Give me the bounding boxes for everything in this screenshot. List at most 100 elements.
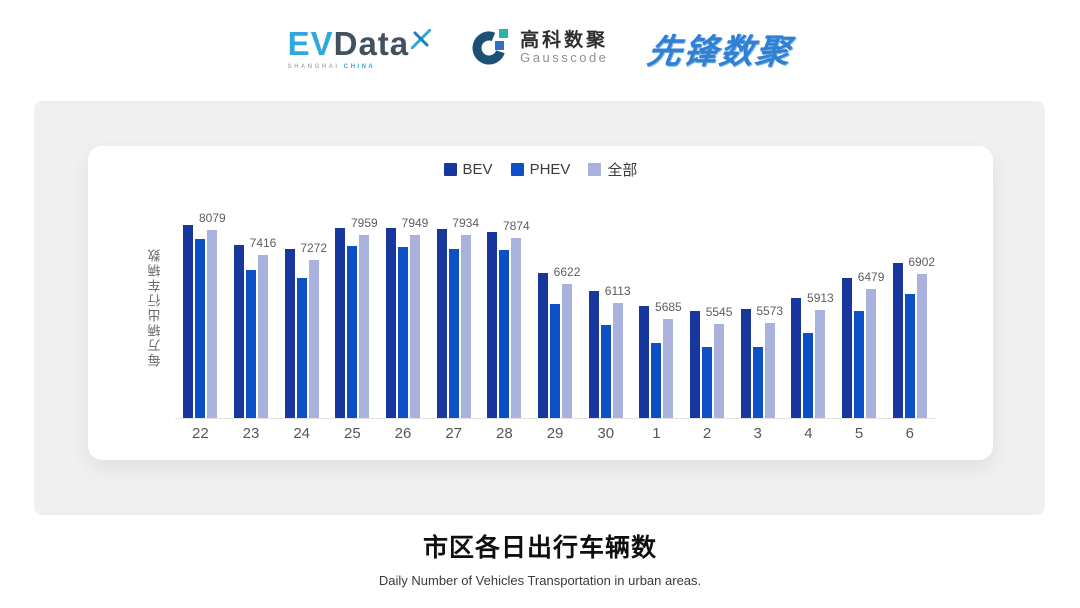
bar-全部-1[interactable] (663, 319, 674, 418)
bar-全部-5[interactable] (866, 289, 877, 418)
legend-item-PHEV[interactable]: PHEV (510, 159, 571, 180)
value-label-29: 6622 (553, 265, 581, 279)
bar-PHEV-30[interactable] (600, 325, 611, 418)
legend-swatch-icon (588, 163, 602, 176)
bar-PHEV-6[interactable] (904, 294, 915, 418)
x-tick-29: 29 (546, 425, 564, 442)
bar-BEV-23[interactable] (234, 245, 244, 418)
bar-PHEV-5[interactable] (854, 311, 865, 418)
bar-group-5: 6479 (834, 195, 885, 418)
bar-BEV-24[interactable] (284, 249, 295, 418)
bar-BEV-3[interactable] (740, 309, 751, 418)
legend-label: 全部 (607, 162, 638, 179)
legend-label: PHEV (529, 161, 571, 178)
x-tick-2: 2 (702, 425, 712, 442)
value-label-6: 6902 (908, 255, 936, 269)
bar-BEV-4[interactable] (791, 298, 802, 418)
bar-PHEV-24[interactable] (296, 278, 307, 418)
bar-PHEV-29[interactable] (550, 304, 561, 418)
bar-BEV-1[interactable] (639, 306, 650, 418)
bar-group-6: 6902 (884, 195, 935, 418)
bar-PHEV-28[interactable] (499, 250, 510, 418)
bar-PHEV-2[interactable] (702, 347, 713, 418)
bar-全部-29[interactable] (562, 284, 573, 418)
gausscode-cn-text: 高科数聚 (520, 29, 609, 51)
gausscode-en-text: Gausscode (520, 50, 609, 66)
bar-PHEV-26[interactable] (398, 247, 409, 418)
bar-全部-25[interactable] (359, 235, 370, 418)
value-label-30: 6113 (604, 284, 631, 298)
bar-全部-2[interactable] (714, 324, 725, 418)
evdata-wordmark: EV Data (288, 27, 432, 60)
bar-全部-23[interactable] (258, 255, 268, 418)
bar-全部-28[interactable] (511, 238, 522, 418)
bar-全部-24[interactable] (308, 260, 319, 418)
evdata-data-text: Data (333, 24, 410, 62)
legend-item-BEV[interactable]: BEV (443, 159, 493, 180)
value-label-5: 6479 (857, 270, 885, 284)
bar-group-27: 7934 (428, 195, 479, 418)
legend-swatch-icon (443, 163, 457, 176)
bar-BEV-29[interactable] (538, 273, 549, 418)
value-label-27: 7934 (452, 216, 480, 230)
bar-BEV-28[interactable] (487, 232, 498, 418)
bar-BEV-5[interactable] (842, 278, 853, 418)
bar-全部-3[interactable] (764, 323, 775, 418)
bar-全部-22[interactable] (207, 230, 218, 418)
gausscode-logo: 高科数聚 Gausscode (471, 26, 608, 71)
legend-item-全部[interactable]: 全部 (588, 159, 637, 180)
bar-PHEV-23[interactable] (246, 270, 256, 418)
bar-全部-26[interactable] (410, 235, 421, 418)
value-label-22: 8079 (198, 211, 226, 225)
evdata-tagline-shanghai: SHANGHAI (287, 63, 340, 70)
x-tick-28: 28 (496, 425, 513, 442)
bar-BEV-27[interactable] (436, 229, 447, 418)
value-label-26: 7949 (401, 216, 429, 230)
bar-group-25: 7959 (327, 195, 378, 418)
chart-panel: BEV PHEV 全部 每万辆出行车辆数 8079 7416 7272 7959 7949 7… (34, 101, 1045, 515)
bar-group-24: 7272 (276, 195, 327, 418)
bar-PHEV-4[interactable] (803, 333, 814, 418)
legend-label: BEV (462, 161, 493, 178)
x-tick-26: 26 (394, 425, 412, 442)
bar-BEV-26[interactable] (386, 228, 397, 418)
chart-card: BEV PHEV 全部 每万辆出行车辆数 8079 7416 7272 7959 7949 7… (88, 146, 993, 460)
bar-group-26: 7949 (378, 195, 429, 418)
bar-group-4: 5913 (783, 195, 834, 418)
bar-BEV-25[interactable] (335, 228, 346, 418)
chart-title: 市区各日出行车辆数 (422, 534, 657, 562)
bar-BEV-30[interactable] (588, 291, 599, 418)
x-tick-5: 5 (854, 425, 864, 442)
bar-group-22: 8079 (175, 195, 226, 418)
bar-chart-plot: 8079 7416 7272 7959 7949 7934 7874 6622 6113 5685… (175, 195, 935, 419)
bar-PHEV-25[interactable] (347, 246, 358, 418)
bar-PHEV-27[interactable] (448, 249, 459, 418)
bar-全部-27[interactable] (460, 235, 471, 418)
evdata-ev-text: EV (287, 24, 334, 62)
bar-PHEV-22[interactable] (195, 239, 206, 418)
value-label-1: 5685 (655, 300, 682, 314)
value-label-25: 7959 (350, 216, 378, 230)
bar-全部-6[interactable] (916, 274, 927, 418)
bar-全部-4[interactable] (815, 310, 826, 418)
bar-全部-30[interactable] (612, 303, 623, 418)
x-tick-3: 3 (753, 425, 762, 442)
evdata-logo: EV Data SHANGHAI CHINA (288, 27, 432, 70)
header-logos: EV Data SHANGHAI CHINA (0, 0, 1080, 96)
bar-BEV-6[interactable] (892, 263, 903, 418)
bar-group-29: 6622 (530, 195, 581, 418)
bar-PHEV-1[interactable] (651, 343, 662, 418)
x-tick-30: 30 (597, 425, 615, 442)
evdata-tagline: SHANGHAI CHINA (288, 64, 376, 70)
x-tick-4: 4 (804, 425, 813, 442)
bar-PHEV-3[interactable] (752, 347, 763, 418)
bar-BEV-22[interactable] (183, 225, 194, 418)
bar-BEV-2[interactable] (690, 311, 701, 418)
value-label-2: 5545 (705, 305, 733, 319)
bar-group-2: 5545 (682, 195, 733, 418)
legend-swatch-icon (510, 163, 524, 176)
gausscode-g-icon (471, 26, 511, 71)
y-axis-title: 每万辆出行车辆数 (147, 247, 163, 367)
bar-group-28: 7874 (479, 195, 530, 418)
